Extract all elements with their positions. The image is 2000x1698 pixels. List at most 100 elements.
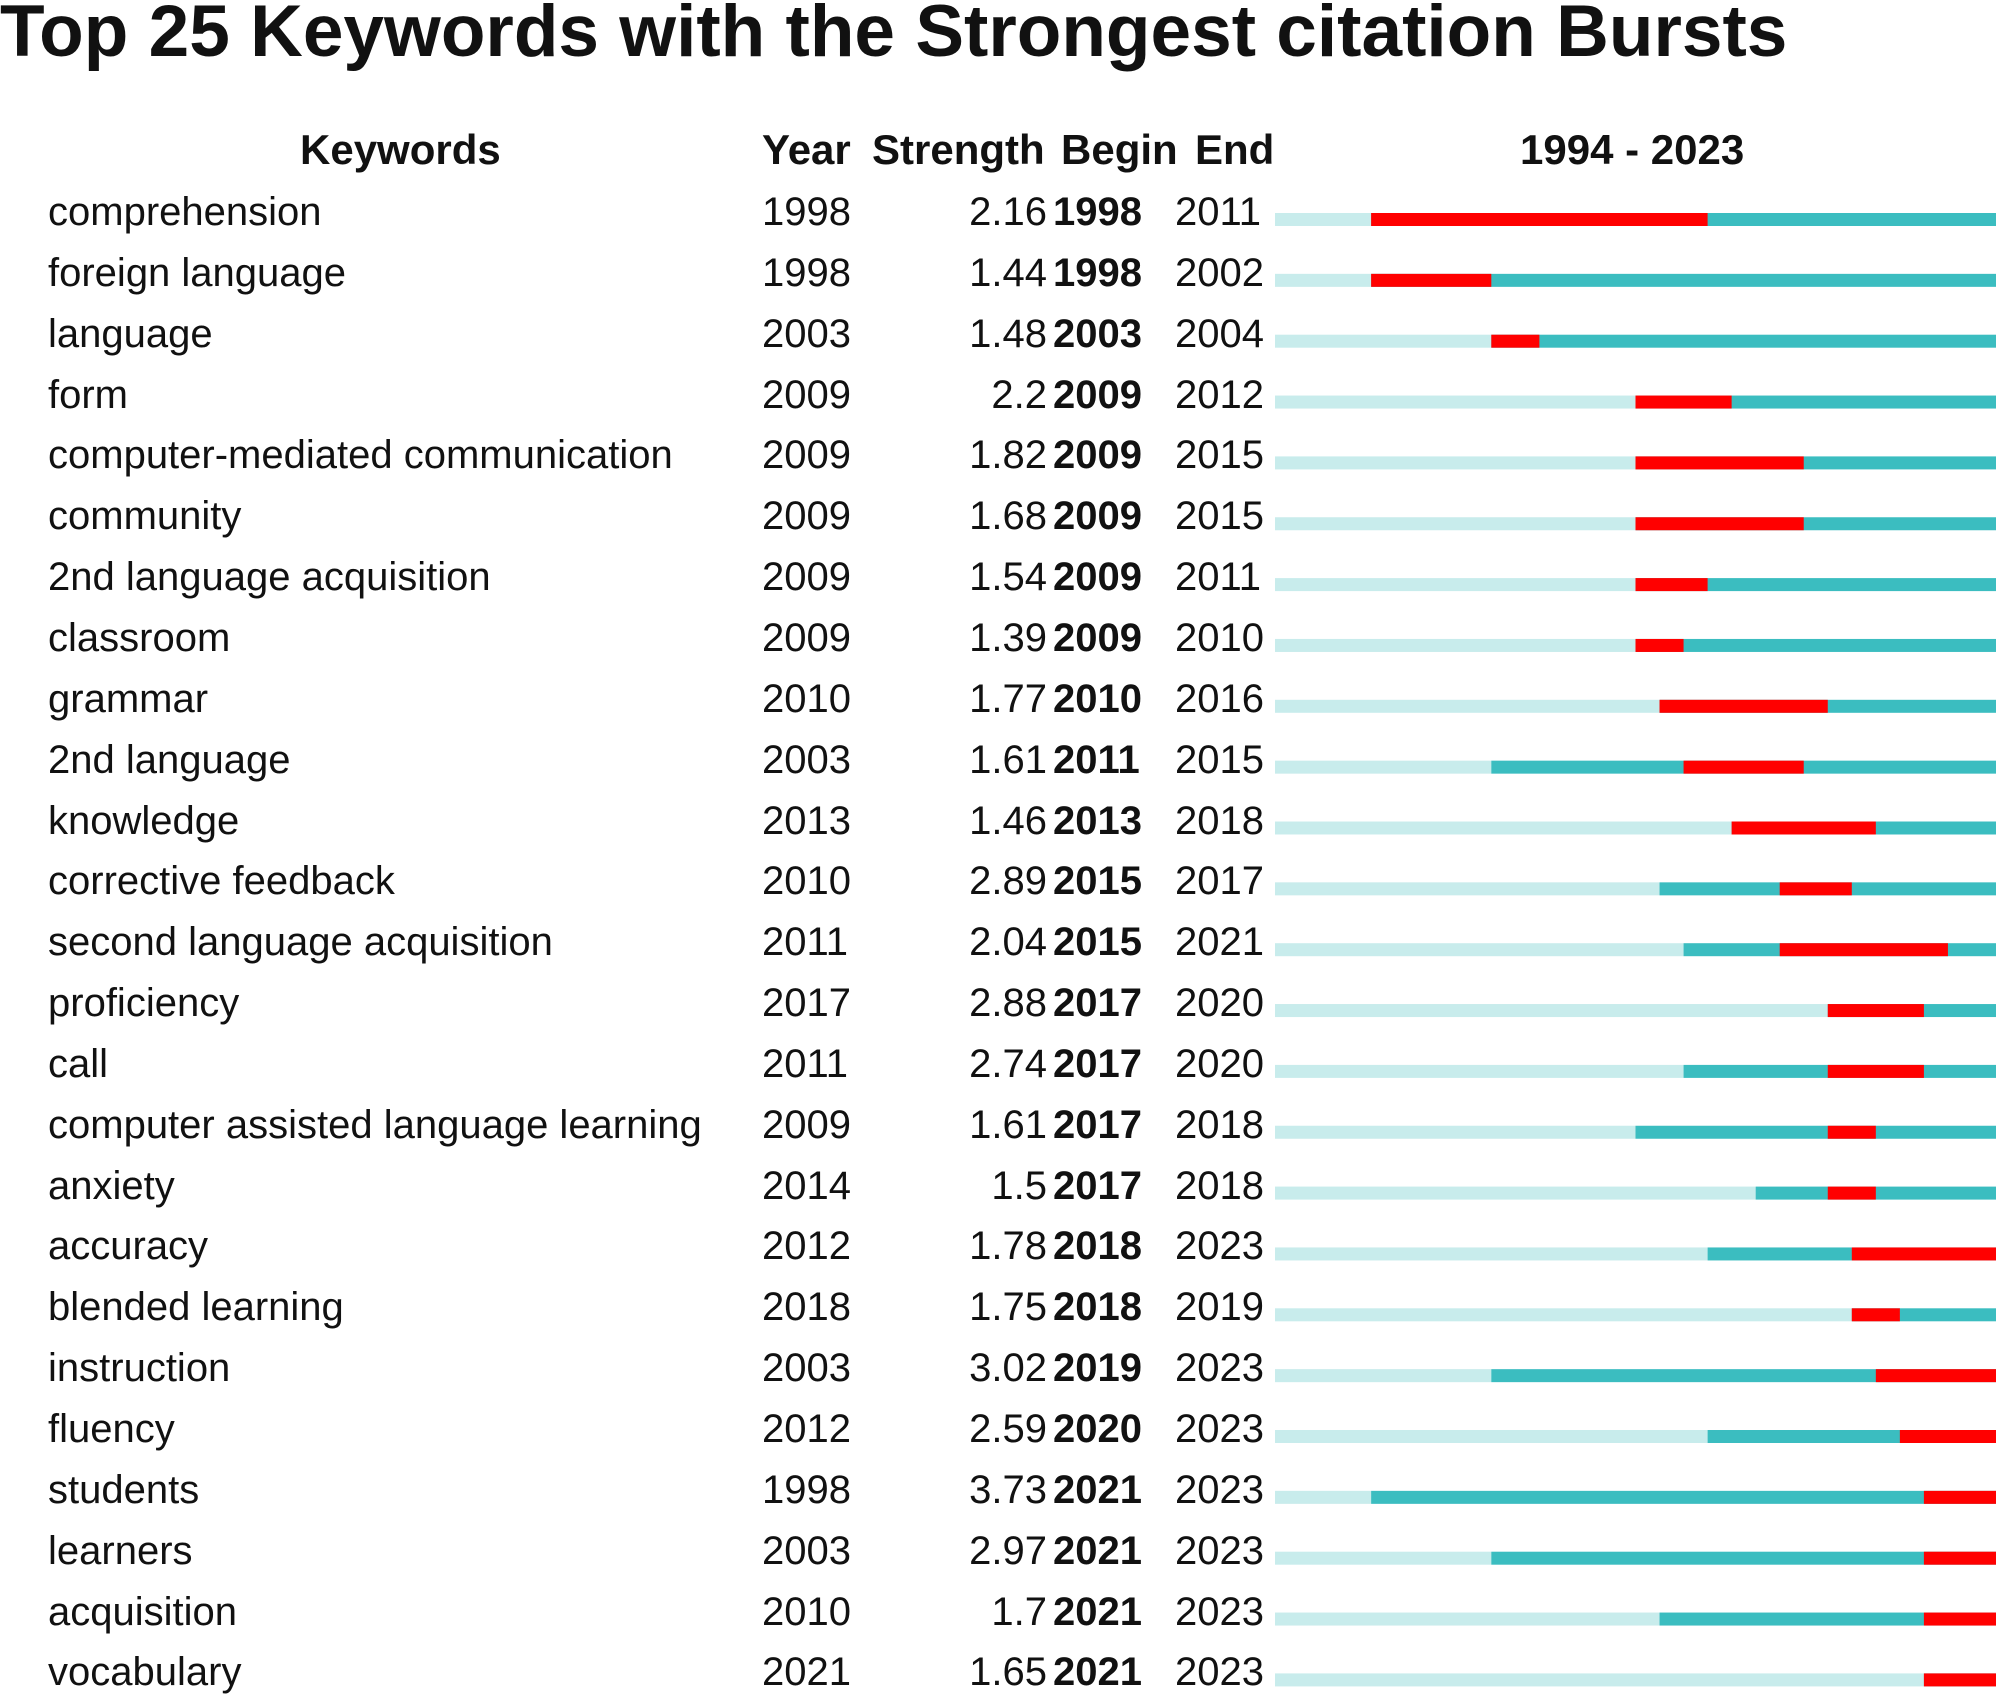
begin-year: 2017: [1053, 1041, 1142, 1086]
burst-segment: [1635, 456, 1804, 470]
keyword-label: community: [48, 494, 242, 539]
end-year: 2023: [1175, 1467, 1264, 1512]
begin-year: 2018: [1053, 1285, 1142, 1330]
burst-segment: [1827, 1004, 1924, 1018]
pre-appearance-segment: [1275, 578, 1636, 592]
year-value: 2009: [762, 433, 851, 478]
burst-segment: [1827, 1064, 1924, 1078]
pre-appearance-segment: [1275, 273, 1372, 287]
keyword-label: accuracy: [48, 1224, 209, 1269]
year-value: 2010: [762, 676, 851, 721]
strength-value: 1.54: [969, 555, 1047, 600]
active-period-segment: [1659, 1612, 1996, 1626]
begin-year: 2009: [1053, 372, 1142, 417]
begin-year: 2011: [1053, 737, 1140, 782]
end-year: 2018: [1175, 1102, 1264, 1147]
pre-appearance-segment: [1275, 1247, 1708, 1261]
header-end: End: [1195, 126, 1275, 173]
strength-value: 3.73: [969, 1467, 1047, 1512]
year-value: 2014: [762, 1163, 851, 1208]
end-year: 2020: [1175, 981, 1264, 1026]
strength-value: 2.74: [969, 1041, 1047, 1086]
keyword-label: language: [48, 311, 213, 356]
year-value: 2018: [762, 1285, 851, 1330]
begin-year: 2015: [1053, 859, 1142, 904]
end-year: 2023: [1175, 1224, 1264, 1269]
begin-year: 2021: [1053, 1528, 1142, 1573]
year-value: 1998: [762, 250, 851, 295]
keyword-label: students: [48, 1467, 200, 1512]
header-keywords: Keywords: [300, 126, 501, 173]
strength-value: 1.48: [969, 311, 1047, 356]
end-year: 2023: [1175, 1589, 1264, 1634]
keyword-label: knowledge: [48, 798, 240, 843]
header-strength: Strength: [872, 126, 1045, 173]
year-value: 2017: [762, 981, 851, 1026]
end-year: 2021: [1175, 920, 1264, 965]
burst-segment: [1491, 334, 1540, 348]
strength-value: 1.78: [969, 1224, 1047, 1269]
begin-year: 2009: [1053, 433, 1142, 478]
end-year: 2017: [1175, 859, 1264, 904]
active-period-segment: [1491, 1551, 1996, 1565]
year-value: 2003: [762, 1346, 851, 1391]
begin-year: 2018: [1053, 1224, 1142, 1269]
keyword-label: comprehension: [48, 190, 322, 234]
end-year: 2018: [1175, 1163, 1264, 1208]
begin-year: 2017: [1053, 1163, 1142, 1208]
end-year: 2011: [1175, 555, 1262, 600]
burst-segment: [1851, 1247, 1996, 1261]
strength-value: 1.46: [969, 798, 1047, 843]
year-value: 2003: [762, 1528, 851, 1573]
year-value: 2009: [762, 615, 851, 660]
strength-value: 1.61: [969, 1102, 1047, 1147]
strength-value: 2.04: [969, 920, 1047, 965]
end-year: 2011: [1175, 190, 1262, 234]
pre-appearance-segment: [1275, 1490, 1372, 1504]
year-value: 2009: [762, 372, 851, 417]
keyword-label: proficiency: [48, 981, 240, 1026]
strength-value: 1.82: [969, 433, 1047, 478]
pre-appearance-segment: [1275, 638, 1636, 652]
burst-segment: [1731, 821, 1876, 835]
year-value: 2011: [762, 1041, 849, 1086]
pre-appearance-segment: [1275, 1125, 1636, 1139]
end-year: 2004: [1175, 311, 1264, 356]
keyword-label: vocabulary: [48, 1650, 242, 1695]
burst-segment: [1875, 1369, 1996, 1383]
burst-segment: [1923, 1673, 1996, 1687]
burst-segment: [1779, 943, 1948, 957]
burst-segment: [1851, 1308, 1900, 1322]
burst-segment: [1659, 699, 1828, 713]
keyword-label: call: [48, 1041, 109, 1086]
active-period-segment: [1491, 1369, 1996, 1383]
begin-year: 2003: [1053, 311, 1142, 356]
end-year: 2015: [1175, 494, 1264, 539]
pre-appearance-segment: [1275, 821, 1732, 835]
active-period-segment: [1491, 334, 1996, 348]
begin-year: 2017: [1053, 1102, 1142, 1147]
begin-year: 2009: [1053, 555, 1142, 600]
strength-value: 1.75: [969, 1285, 1047, 1330]
strength-value: 1.61: [969, 737, 1047, 782]
pre-appearance-segment: [1275, 1004, 1828, 1018]
year-value: 2021: [762, 1650, 851, 1695]
pre-appearance-segment: [1275, 1551, 1492, 1565]
end-year: 2002: [1175, 250, 1264, 295]
strength-value: 2.59: [969, 1407, 1047, 1451]
strength-value: 2.2: [991, 372, 1047, 417]
begin-year: 2019: [1053, 1346, 1142, 1391]
end-year: 2023: [1175, 1650, 1264, 1695]
chart-title: Top 25 Keywords with the Strongest citat…: [0, 0, 1788, 72]
year-value: 1998: [762, 190, 851, 234]
keyword-label: learners: [48, 1528, 193, 1573]
begin-year: 2009: [1053, 615, 1142, 660]
year-value: 2003: [762, 311, 851, 356]
begin-year: 1998: [1053, 250, 1142, 295]
burst-segment: [1371, 273, 1492, 287]
keyword-label: anxiety: [48, 1163, 175, 1208]
end-year: 2015: [1175, 433, 1264, 478]
year-value: 2009: [762, 555, 851, 600]
pre-appearance-segment: [1275, 517, 1636, 531]
pre-appearance-segment: [1275, 456, 1636, 470]
